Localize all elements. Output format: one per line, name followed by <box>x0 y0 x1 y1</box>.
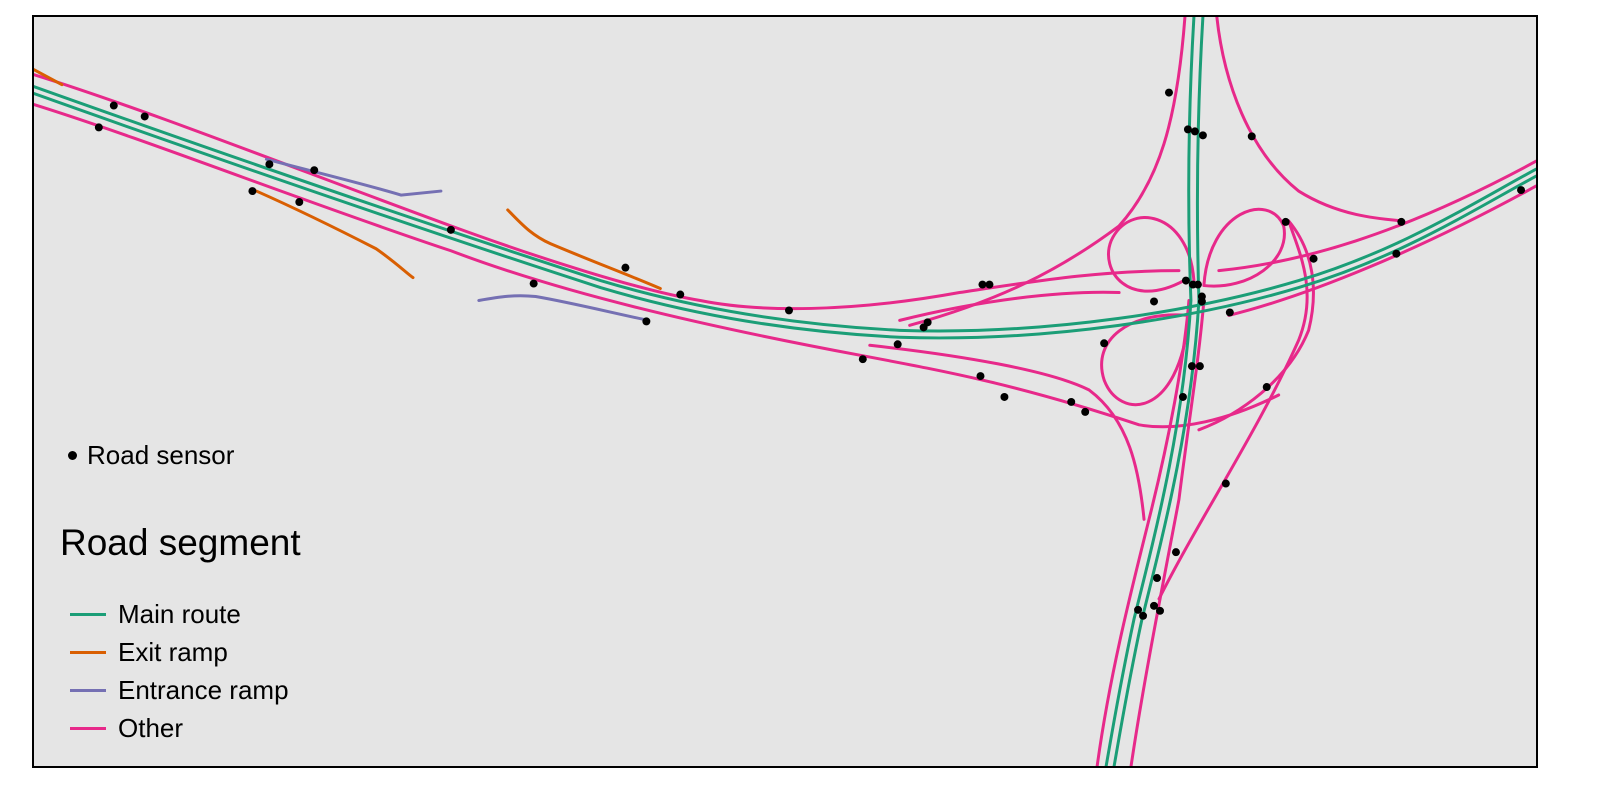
entrance-ramp-2 <box>477 294 650 322</box>
other-road-east-south <box>1227 184 1536 317</box>
road-sensor <box>1183 125 1192 134</box>
entrance-ramp-1 <box>264 157 443 197</box>
main-route-ew-a <box>34 85 1536 333</box>
road-sensor <box>446 225 455 234</box>
road-sensor <box>858 355 867 364</box>
road-sensor <box>1187 362 1196 371</box>
legend-item-label: Main route <box>118 598 241 629</box>
road-sensor <box>1139 611 1148 620</box>
road-sensor <box>140 112 149 121</box>
road-sensor <box>1262 383 1271 392</box>
road-sensor <box>1517 186 1526 195</box>
road-sensor <box>621 263 630 272</box>
road-sensor <box>310 166 319 175</box>
road-sensor <box>985 280 994 289</box>
exit-ramp-west-edge <box>34 68 64 87</box>
legend-item-label: Entrance ramp <box>118 674 289 705</box>
road-sensor <box>1100 339 1109 348</box>
other-road-west-to-south <box>868 343 1146 521</box>
map-panel[interactable] <box>32 15 1538 768</box>
road-sensor <box>1067 397 1076 406</box>
road-sensor <box>1198 131 1207 140</box>
road-sensor <box>1134 605 1143 614</box>
road-sensor <box>1081 407 1090 416</box>
road-sensor <box>893 340 902 349</box>
road-sensor <box>529 279 538 288</box>
other-road-south-east <box>1129 298 1206 766</box>
road-sensor <box>676 290 685 299</box>
road-sensor <box>1181 276 1190 285</box>
main-route-ew-b <box>34 92 1536 340</box>
road-sensor <box>1150 601 1159 610</box>
other-road-south-west <box>1095 298 1191 766</box>
road-sensor <box>923 318 932 327</box>
road-sensor <box>248 187 257 196</box>
other-road-north-west <box>908 17 1187 327</box>
main-route-ns-b <box>1112 17 1205 766</box>
road-sensor <box>1156 606 1164 615</box>
legend-items: Main route Exit ramp Entrance ramp Other <box>70 595 289 747</box>
road-sensor <box>785 306 793 315</box>
road-sensor <box>1164 88 1173 97</box>
road-sensor <box>978 280 987 289</box>
legend-sensor: Road sensor <box>68 440 234 471</box>
road-sensor <box>1195 362 1204 371</box>
other-road-connector <box>898 290 1121 322</box>
other-road-west-south <box>34 103 1281 429</box>
road-sensor <box>1197 297 1206 306</box>
entrance-ramps <box>264 157 650 322</box>
other-roads <box>34 17 1536 766</box>
main-route-swatch-icon <box>70 612 106 616</box>
road-sensor <box>1000 392 1009 401</box>
exit-ramp-2 <box>506 208 662 291</box>
sensor-dot-icon <box>68 451 77 460</box>
road-sensor <box>1178 392 1187 401</box>
road-sensor <box>1190 127 1199 136</box>
other-road-east-north <box>1217 159 1536 273</box>
other-road-north-east <box>1215 17 1405 223</box>
exit-ramps <box>34 68 662 291</box>
road-sensor <box>642 317 651 326</box>
other-swatch-icon <box>70 726 106 730</box>
road-map[interactable] <box>34 17 1536 766</box>
road-sensor <box>976 372 985 381</box>
exit-ramp-swatch-icon <box>70 650 106 654</box>
main-route-ns-a <box>1104 17 1196 766</box>
road-sensor <box>1225 308 1234 317</box>
road-sensor <box>1171 548 1180 557</box>
legend-item-exit-ramp: Exit ramp <box>70 633 289 671</box>
road-sensor <box>1221 479 1230 488</box>
other-road-southeast-curve <box>1197 219 1315 432</box>
other-road-southeast-ramp <box>1157 219 1309 601</box>
road-sensor <box>109 101 118 110</box>
legend-item-entrance-ramp: Entrance ramp <box>70 671 289 709</box>
road-sensors <box>94 88 1526 620</box>
road-sensor <box>1247 132 1256 141</box>
main-routes <box>34 17 1536 766</box>
legend-item-main-route: Main route <box>70 595 289 633</box>
legend-sensor-label: Road sensor <box>87 440 235 470</box>
road-sensor <box>1309 254 1318 263</box>
road-sensor <box>1397 217 1406 226</box>
entrance-ramp-swatch-icon <box>70 688 106 692</box>
road-sensor <box>1150 297 1159 306</box>
exit-ramp-1 <box>254 189 415 280</box>
legend-item-label: Exit ramp <box>118 636 228 667</box>
road-sensor <box>1392 249 1401 258</box>
legend-title: Road segment <box>60 522 301 563</box>
legend-item-other: Other <box>70 709 289 747</box>
legend-item-label: Other <box>118 712 184 743</box>
road-sensor <box>295 198 304 206</box>
road-sensor <box>94 123 103 132</box>
other-road-west-north <box>34 73 1181 311</box>
road-sensor <box>1193 280 1202 289</box>
road-sensor <box>265 160 274 169</box>
loop-northeast <box>1202 207 1286 288</box>
loop-northwest <box>1107 216 1196 293</box>
road-sensor <box>1281 217 1290 226</box>
road-sensor <box>1153 574 1161 582</box>
